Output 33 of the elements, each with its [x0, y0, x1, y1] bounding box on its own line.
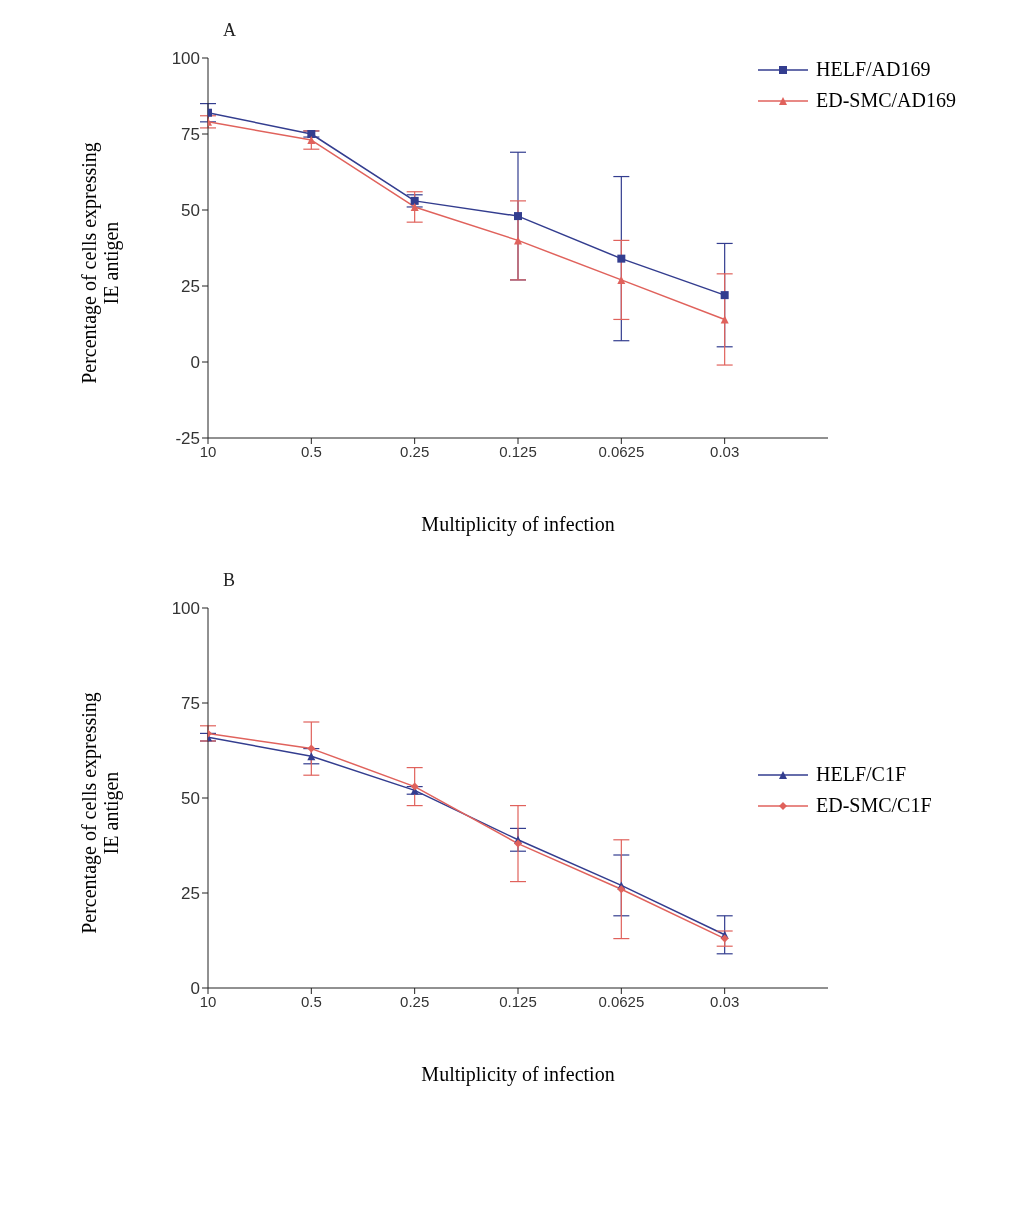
- legend-label: ED-SMC/C1F: [816, 794, 932, 817]
- y-tick-label: -25: [175, 429, 200, 449]
- x-tick-label: 0.03: [710, 992, 740, 1010]
- x-tick-label: 0.25: [400, 442, 430, 460]
- x-tick-label: 0.03: [710, 442, 740, 460]
- x-axis-title: Multiplicity of infection: [420, 1063, 616, 1086]
- y-tick-label: 0: [190, 353, 200, 373]
- y-tick-label: 100: [171, 599, 200, 619]
- chart-title: B: [223, 570, 236, 590]
- legend-label: HELF/C1F: [816, 763, 907, 786]
- x-tick-label: 0.0625: [598, 442, 645, 460]
- y-tick-label: 75: [181, 125, 200, 145]
- y-tick-label: 0: [190, 979, 200, 999]
- y-axis-title: Percentage of cells expressing IE antigen: [78, 141, 122, 386]
- x-tick-label: 0.0625: [598, 992, 645, 1010]
- x-axis-title: Multiplicity of infection: [420, 513, 616, 536]
- y-tick-label: 75: [181, 694, 200, 714]
- y-tick-label: 50: [181, 789, 200, 809]
- y-tick-label: 100: [171, 49, 200, 69]
- y-tick-label: 25: [181, 277, 200, 297]
- y-tick-label: 25: [181, 884, 200, 904]
- x-tick-label: 10: [199, 992, 217, 1010]
- y-axis-title: Percentage of cells expressing IE antigen: [78, 691, 122, 936]
- x-tick-label: 0.5: [300, 992, 322, 1010]
- legend-label: ED-SMC/AD169: [816, 89, 957, 112]
- x-tick-label: 0.125: [499, 992, 537, 1010]
- x-tick-label: 0.125: [499, 442, 537, 460]
- legend-label: HELF/AD169: [816, 58, 931, 81]
- chart-title: A: [223, 20, 236, 40]
- x-tick-label: 0.5: [300, 442, 322, 460]
- x-tick-label: 0.25: [400, 992, 430, 1010]
- x-tick-label: 10: [199, 442, 217, 460]
- y-tick-label: 50: [181, 201, 200, 221]
